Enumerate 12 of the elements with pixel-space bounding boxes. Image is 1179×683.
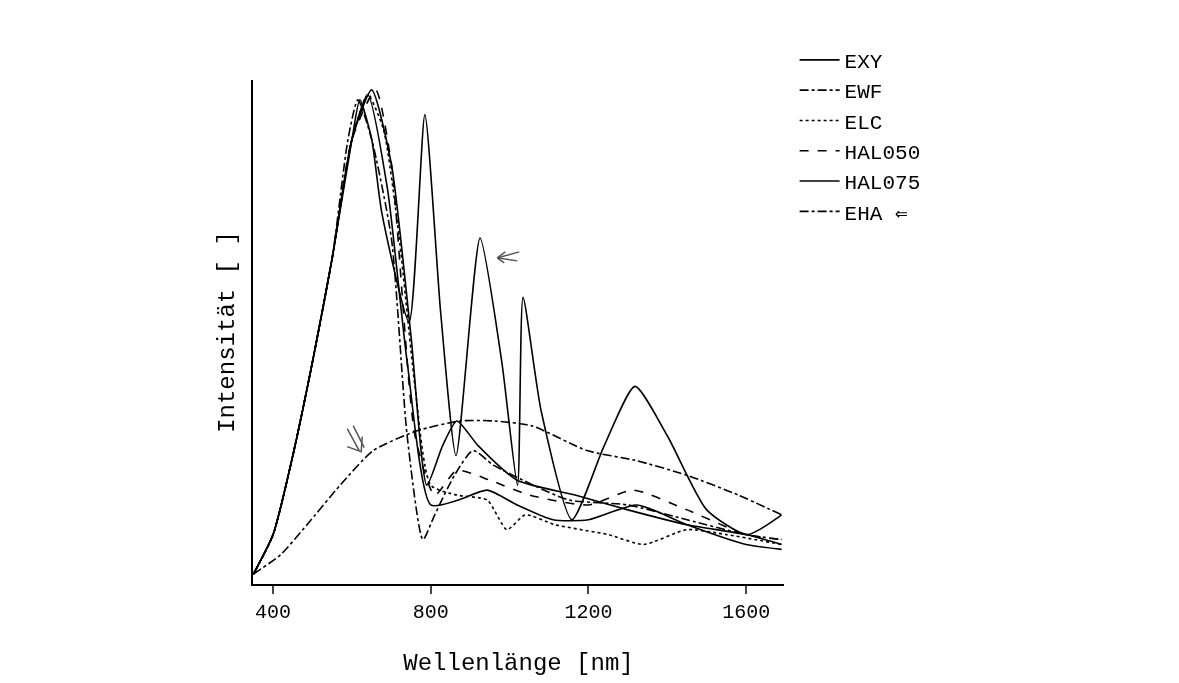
legend-label: HAL050: [844, 141, 921, 165]
legend-label: EWF: [844, 81, 883, 105]
x-axis-title: Wellenlänge [nm]: [403, 649, 634, 677]
legend-label: EXY: [844, 51, 883, 75]
x-tick-label: 1600: [722, 601, 771, 624]
x-tick-label: 1200: [564, 601, 613, 624]
legend-label: ELC: [844, 111, 883, 135]
y-axis-title: Intensität [ ]: [213, 231, 241, 433]
x-tick-label: 800: [412, 601, 449, 624]
x-tick-label: 400: [255, 601, 292, 624]
legend-label: HAL075: [844, 172, 921, 196]
legend-label: EHA ⇐: [844, 202, 908, 226]
